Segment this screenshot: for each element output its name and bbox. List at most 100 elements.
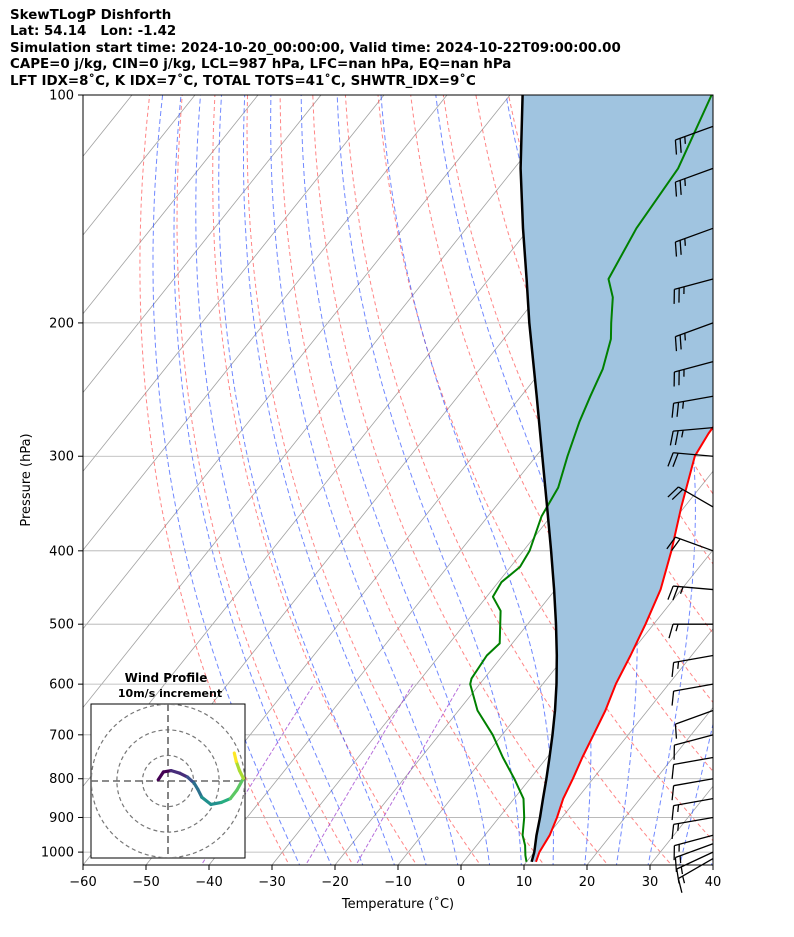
wind-barb [667, 585, 714, 601]
hodograph-segment [228, 788, 239, 801]
wind-barb-feather [674, 182, 678, 197]
wind-barb-feather [666, 536, 676, 550]
wind-barb [674, 227, 714, 257]
isotherm-line [83, 95, 259, 315]
wind-barb-staff [675, 227, 714, 243]
wind-barb-feather [671, 785, 675, 801]
y-tick-label: 800 [49, 772, 74, 787]
wind-barb-half-feather [677, 823, 680, 831]
wind-barb-staff [675, 536, 714, 552]
x-tick-label: 10 [516, 875, 533, 890]
wind-barb-feather [671, 403, 675, 418]
mixing-ratio-line [355, 683, 461, 865]
mixing-ratio-line [200, 683, 315, 865]
isotherm-line [523, 628, 713, 865]
profile-series [469, 95, 713, 863]
wind-barb-feather [671, 764, 675, 780]
hodograph-segment [200, 795, 213, 807]
wind-barb [667, 486, 714, 508]
moist-adiabat-line [336, 95, 522, 865]
y-tick-label: 400 [49, 544, 74, 559]
wind-barb-feather [671, 662, 675, 678]
x-tick-label: 30 [642, 875, 659, 890]
dry-adiabat-line [737, 95, 794, 868]
wind-barb-half-feather [684, 178, 686, 186]
y-tick-label: 600 [49, 678, 74, 693]
wind-barb-half-feather [684, 136, 686, 144]
time-line: Simulation start time: 2024-10-20_00:00:… [10, 40, 621, 56]
x-axis-label: Temperature (˚C) [341, 896, 454, 912]
inset-subtitle: 10m/s increment [118, 687, 222, 700]
wind-barb-staff [674, 278, 714, 290]
hodograph-segment [234, 759, 242, 773]
x-tick-label: 20 [579, 875, 596, 890]
wind-barb-feather [674, 336, 678, 352]
wind-barbs [666, 125, 714, 893]
wind-barb-half-feather [682, 875, 686, 884]
y-tick-label: 100 [49, 89, 74, 104]
chart-header: SkewTLogP Dishforth Lat: 54.14 Lon: -1.4… [10, 8, 621, 90]
wind-barb-staff [673, 585, 714, 591]
wind-barb-feather [679, 138, 682, 153]
moist-adiabat-line [218, 95, 395, 865]
wind-barb-half-feather [680, 866, 684, 875]
mixing-ratio-lines [200, 683, 461, 865]
isotherm-line [208, 234, 713, 865]
isotherm-line [83, 95, 385, 472]
index-line: LFT IDX=8˚C, K IDX=7˚C, TOTAL TOTS=41˚C,… [10, 73, 476, 89]
wind-barb-feather [671, 824, 675, 839]
dry-adiabat-line [703, 95, 713, 119]
wind-barb-feather [667, 486, 679, 498]
x-tick-label: 0 [457, 875, 465, 890]
wind-barb [666, 536, 714, 552]
moist-adiabat-line [173, 95, 332, 865]
x-tick-label: −30 [258, 875, 285, 890]
moist-adiabat-line [270, 95, 459, 865]
wind-barb [667, 452, 714, 468]
isotherm-line [83, 95, 196, 236]
isotherm-line [0, 95, 69, 865]
dry-adiabat-line [139, 95, 290, 865]
isotherm-line [586, 706, 713, 865]
wind-profile-inset: Wind Profile 10m/s increment [90, 671, 246, 859]
wind-barb-staff [676, 851, 714, 870]
hodograph-content [91, 704, 245, 858]
x-tick-label: −10 [384, 875, 411, 890]
x-tick-label: 40 [705, 875, 722, 890]
dry-adiabat-line [246, 95, 482, 865]
wind-barb [673, 361, 714, 387]
wind-barb-staff [675, 125, 714, 141]
wind-barb-staff [673, 395, 714, 404]
cape-fill [520, 95, 713, 862]
wind-barb [668, 623, 713, 639]
dry-adiabat-line [176, 95, 354, 865]
hodograph-segment [209, 800, 223, 807]
y-tick-label: 900 [49, 811, 74, 826]
wind-barb-staff [673, 654, 714, 664]
wind-barb [671, 816, 714, 839]
moist-adiabat-line [152, 95, 301, 865]
dry-adiabat-line [344, 95, 673, 865]
chart-title: SkewTLogP Dishforth [10, 8, 172, 23]
y-tick-label: 500 [49, 618, 74, 633]
temperature-profile-line [535, 425, 713, 863]
wind-barb-feather [679, 180, 682, 195]
wind-barb-feather [674, 241, 678, 257]
x-tick-label: −40 [195, 875, 222, 890]
wind-barb [671, 654, 714, 678]
wind-barb-feather [674, 139, 678, 155]
dry-adiabat-line [442, 95, 713, 704]
wind-barb-feather [674, 430, 679, 446]
cape-fill-region [520, 95, 713, 862]
isotherm-line [83, 95, 511, 630]
wind-barb-staff [673, 778, 714, 787]
wind-barb-half-feather [682, 401, 685, 409]
moist-adiabat-line [710, 856, 713, 865]
wind-barb [674, 125, 714, 155]
wind-barb-staff [674, 734, 714, 746]
wind-barb-feather [674, 724, 678, 739]
wind-barb-staff [674, 834, 714, 847]
x-tick-label: −60 [69, 875, 96, 890]
wind-barb-half-feather [684, 333, 686, 341]
